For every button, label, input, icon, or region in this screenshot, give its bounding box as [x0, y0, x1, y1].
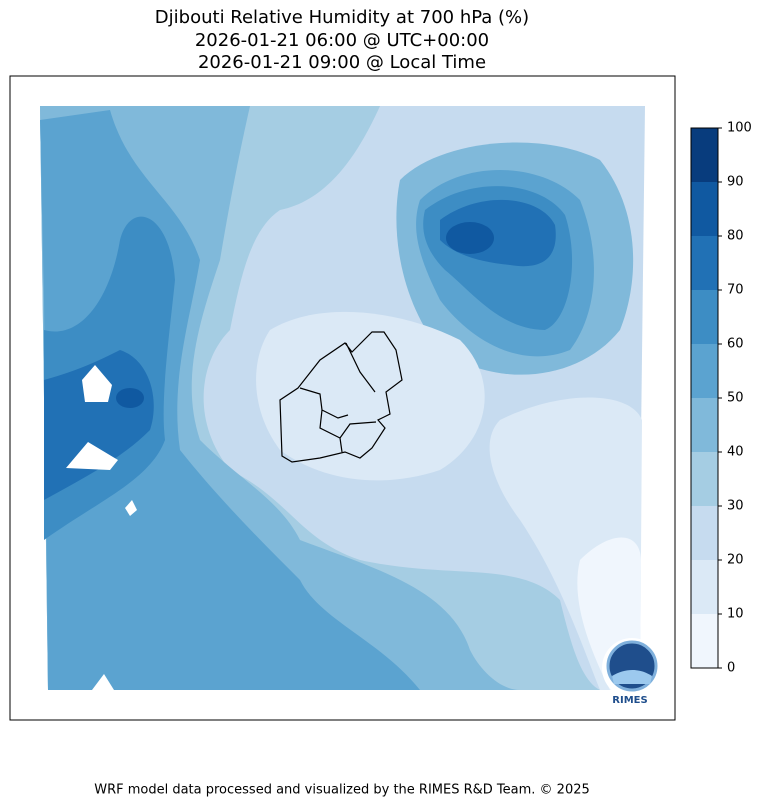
- tick-label: 0: [727, 661, 735, 676]
- colorbar-segment: [691, 452, 718, 506]
- logo: RIMES: [602, 638, 662, 706]
- title-line: Djibouti Relative Humidity at 700 hPa (%…: [155, 7, 529, 28]
- tick-label: 30: [727, 499, 744, 514]
- colorbar-segment: [691, 614, 718, 668]
- colorbar-segment: [691, 182, 718, 236]
- footer: WRF model data processed and visualized …: [94, 783, 590, 798]
- colorbar-frame: [690, 127, 719, 669]
- tick-label: 70: [727, 283, 744, 298]
- tick-label: 40: [727, 445, 744, 460]
- contour: [446, 222, 494, 254]
- tick-label: 90: [727, 175, 744, 190]
- colorbar-segment: [691, 290, 718, 344]
- colorbar-segment: [691, 506, 718, 560]
- colorbar-segment: [691, 344, 718, 398]
- tick-label: 10: [727, 607, 744, 622]
- tick-label: 20: [727, 553, 744, 568]
- contour: [256, 311, 485, 481]
- title-line: 2026-01-21 09:00 @ Local Time: [198, 52, 486, 73]
- tick-label: 100: [727, 121, 752, 136]
- tick-label: 50: [727, 391, 744, 406]
- map: RIMES: [40, 106, 662, 706]
- tick-label: 80: [727, 229, 744, 244]
- colorbar-segment: [691, 560, 718, 614]
- contour: [116, 388, 144, 408]
- tick-label: 60: [727, 337, 744, 352]
- colorbar: 0 10 20 30 40 50 60 70 80 90 100: [691, 121, 752, 676]
- map-frame: [9, 75, 676, 721]
- colorbar-segment: [691, 236, 718, 290]
- colorbar-segment: [691, 128, 718, 182]
- title-line: 2026-01-21 06:00 @ UTC+00:00: [195, 30, 489, 51]
- logo-text: RIMES: [612, 695, 647, 706]
- country-border: [279, 331, 403, 463]
- colorbar-segment: [691, 398, 718, 452]
